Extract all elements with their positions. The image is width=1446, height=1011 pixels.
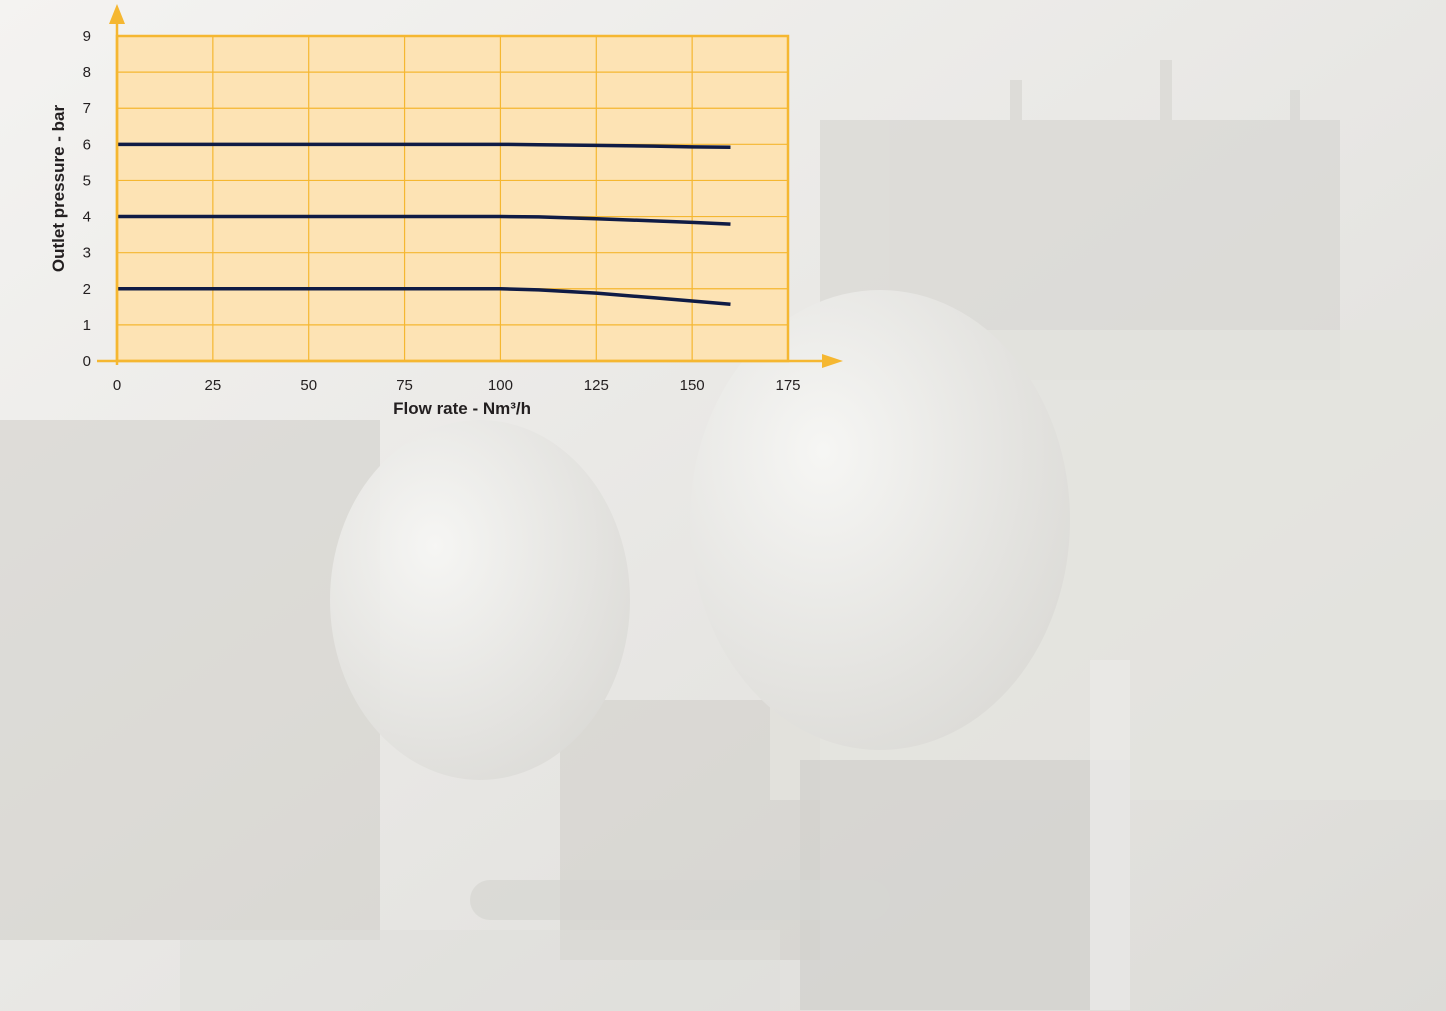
y-axis-title: Outlet pressure - bar bbox=[49, 105, 68, 273]
x-tick-label: 125 bbox=[584, 377, 609, 394]
y-axis-arrow-icon bbox=[109, 4, 125, 24]
x-axis-title: Flow rate - Nm³/h bbox=[393, 399, 531, 418]
y-tick-label: 0 bbox=[83, 353, 91, 370]
x-tick-label: 150 bbox=[680, 377, 705, 394]
x-tick-labels: 0 25 50 75 100 125 150 175 bbox=[113, 377, 801, 394]
series-line-1 bbox=[117, 142, 731, 149]
series-layer bbox=[117, 142, 731, 307]
x-tick-label: 100 bbox=[488, 377, 513, 394]
x-tick-label: 50 bbox=[300, 377, 317, 394]
y-tick-label: 7 bbox=[83, 100, 91, 117]
y-tick-label: 1 bbox=[83, 317, 91, 334]
y-tick-label: 6 bbox=[83, 136, 91, 153]
x-tick-label: 75 bbox=[396, 377, 413, 394]
y-tick-label: 3 bbox=[83, 245, 91, 262]
x-tick-label: 25 bbox=[205, 377, 222, 394]
y-tick-label: 5 bbox=[83, 172, 91, 189]
series-line-3 bbox=[117, 287, 731, 307]
x-tick-label: 0 bbox=[113, 377, 121, 394]
y-tick-label: 8 bbox=[83, 64, 91, 81]
y-tick-label: 9 bbox=[83, 28, 91, 45]
series-line-2 bbox=[117, 214, 731, 226]
y-tick-labels: 0 1 2 3 4 5 6 7 8 9 bbox=[83, 28, 91, 370]
x-tick-label: 175 bbox=[775, 377, 800, 394]
y-tick-label: 4 bbox=[83, 209, 91, 226]
y-tick-label: 2 bbox=[83, 281, 91, 298]
x-axis-arrow-icon bbox=[822, 354, 843, 368]
plot-area bbox=[115, 34, 790, 363]
